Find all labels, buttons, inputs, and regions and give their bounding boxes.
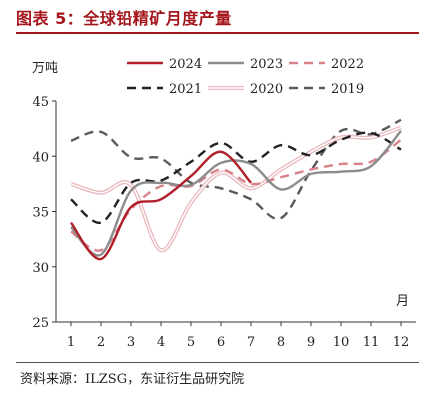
x-tick-label: 7 <box>247 335 255 350</box>
y-tick-label: 45 <box>32 95 49 110</box>
legend-label: 2021 <box>169 82 202 97</box>
legend-label: 2022 <box>331 57 364 72</box>
series-line-2021 <box>70 131 402 224</box>
series-line-inner-2020 <box>70 126 402 251</box>
legend-item-2022: 2022 <box>289 57 364 72</box>
series-2020 <box>70 125 402 253</box>
legend-item-2021: 2021 <box>127 82 202 97</box>
y-tick-label: 40 <box>32 150 49 165</box>
y-tick-label: 30 <box>32 261 49 276</box>
series-2022 <box>70 138 402 252</box>
x-tick-label: 8 <box>277 335 285 350</box>
x-tick-label: 11 <box>363 335 380 350</box>
x-tick-label: 12 <box>393 335 410 350</box>
legend-label: 2019 <box>331 82 364 97</box>
x-tick-label: 10 <box>333 335 350 350</box>
legend-item-2020: 2020 <box>208 82 283 97</box>
series-layer <box>70 118 402 261</box>
y-tick-label: 25 <box>32 316 49 331</box>
x-axis-label: 月 <box>396 294 409 309</box>
x-tick-label: 6 <box>217 335 225 350</box>
legend-label: 2023 <box>250 57 283 72</box>
source-divider <box>16 362 419 363</box>
legend-label: 2020 <box>250 82 283 97</box>
x-tick-label: 4 <box>157 335 165 350</box>
series-line-2019 <box>70 118 402 221</box>
legend-item-2024: 2024 <box>127 57 202 72</box>
series-line-2024 <box>70 150 252 261</box>
y-axis-label: 万吨 <box>32 61 58 76</box>
y-tick-label: 35 <box>32 206 49 221</box>
x-tick-label: 3 <box>127 335 135 350</box>
title-divider <box>16 32 419 34</box>
series-2021 <box>70 131 402 224</box>
series-line-2020 <box>70 125 402 253</box>
series-line-2022 <box>70 138 402 252</box>
series-2019 <box>70 118 402 221</box>
x-tick-label: 5 <box>187 335 195 350</box>
chart-title: 图表 5：全球铅精矿月度产量 <box>16 9 232 28</box>
x-tick-label: 9 <box>307 335 315 350</box>
legend-item-2023: 2023 <box>208 57 283 72</box>
legend: 2024 2023 2022 2021 2020 2019 <box>127 57 364 97</box>
x-tick-label: 1 <box>67 335 75 350</box>
legend-label: 2024 <box>169 57 202 72</box>
source-note: 资料来源：ILZSG，东证衍生品研究院 <box>20 372 245 387</box>
legend-item-2019: 2019 <box>289 82 364 97</box>
series-2024 <box>70 150 252 261</box>
x-tick-label: 2 <box>97 335 105 350</box>
